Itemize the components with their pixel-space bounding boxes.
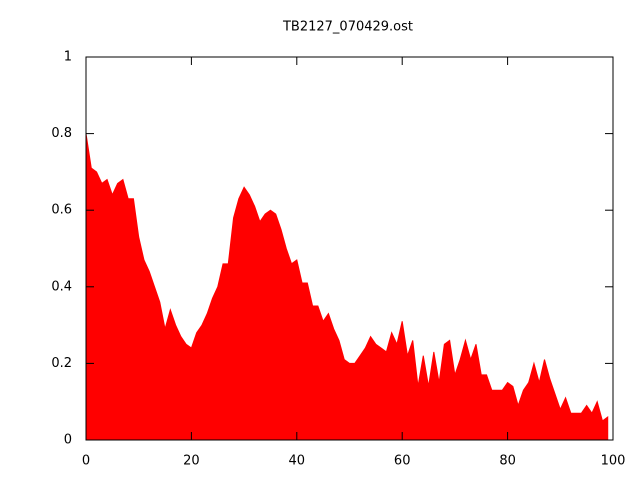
x-tick-label: 60 <box>394 454 411 469</box>
x-tick-label: 80 <box>499 454 516 469</box>
area <box>85 133 609 441</box>
y-tick-label: 0.8 <box>51 126 72 141</box>
x-tick-label: 20 <box>183 454 200 469</box>
plot-border <box>85 56 614 441</box>
chart-title: TB2127_070429.ost <box>282 20 413 35</box>
y-tick-label: 1 <box>64 50 72 65</box>
x-tick-label: 40 <box>289 454 306 469</box>
y-tick-label: 0 <box>64 433 72 448</box>
y-tick-label: 0.4 <box>51 279 72 294</box>
y-tick-label: 0.6 <box>51 203 72 218</box>
x-tick-label: 0 <box>82 454 90 469</box>
y-tick-label: 0.2 <box>51 356 72 371</box>
x-tick-label: 100 <box>601 454 626 469</box>
